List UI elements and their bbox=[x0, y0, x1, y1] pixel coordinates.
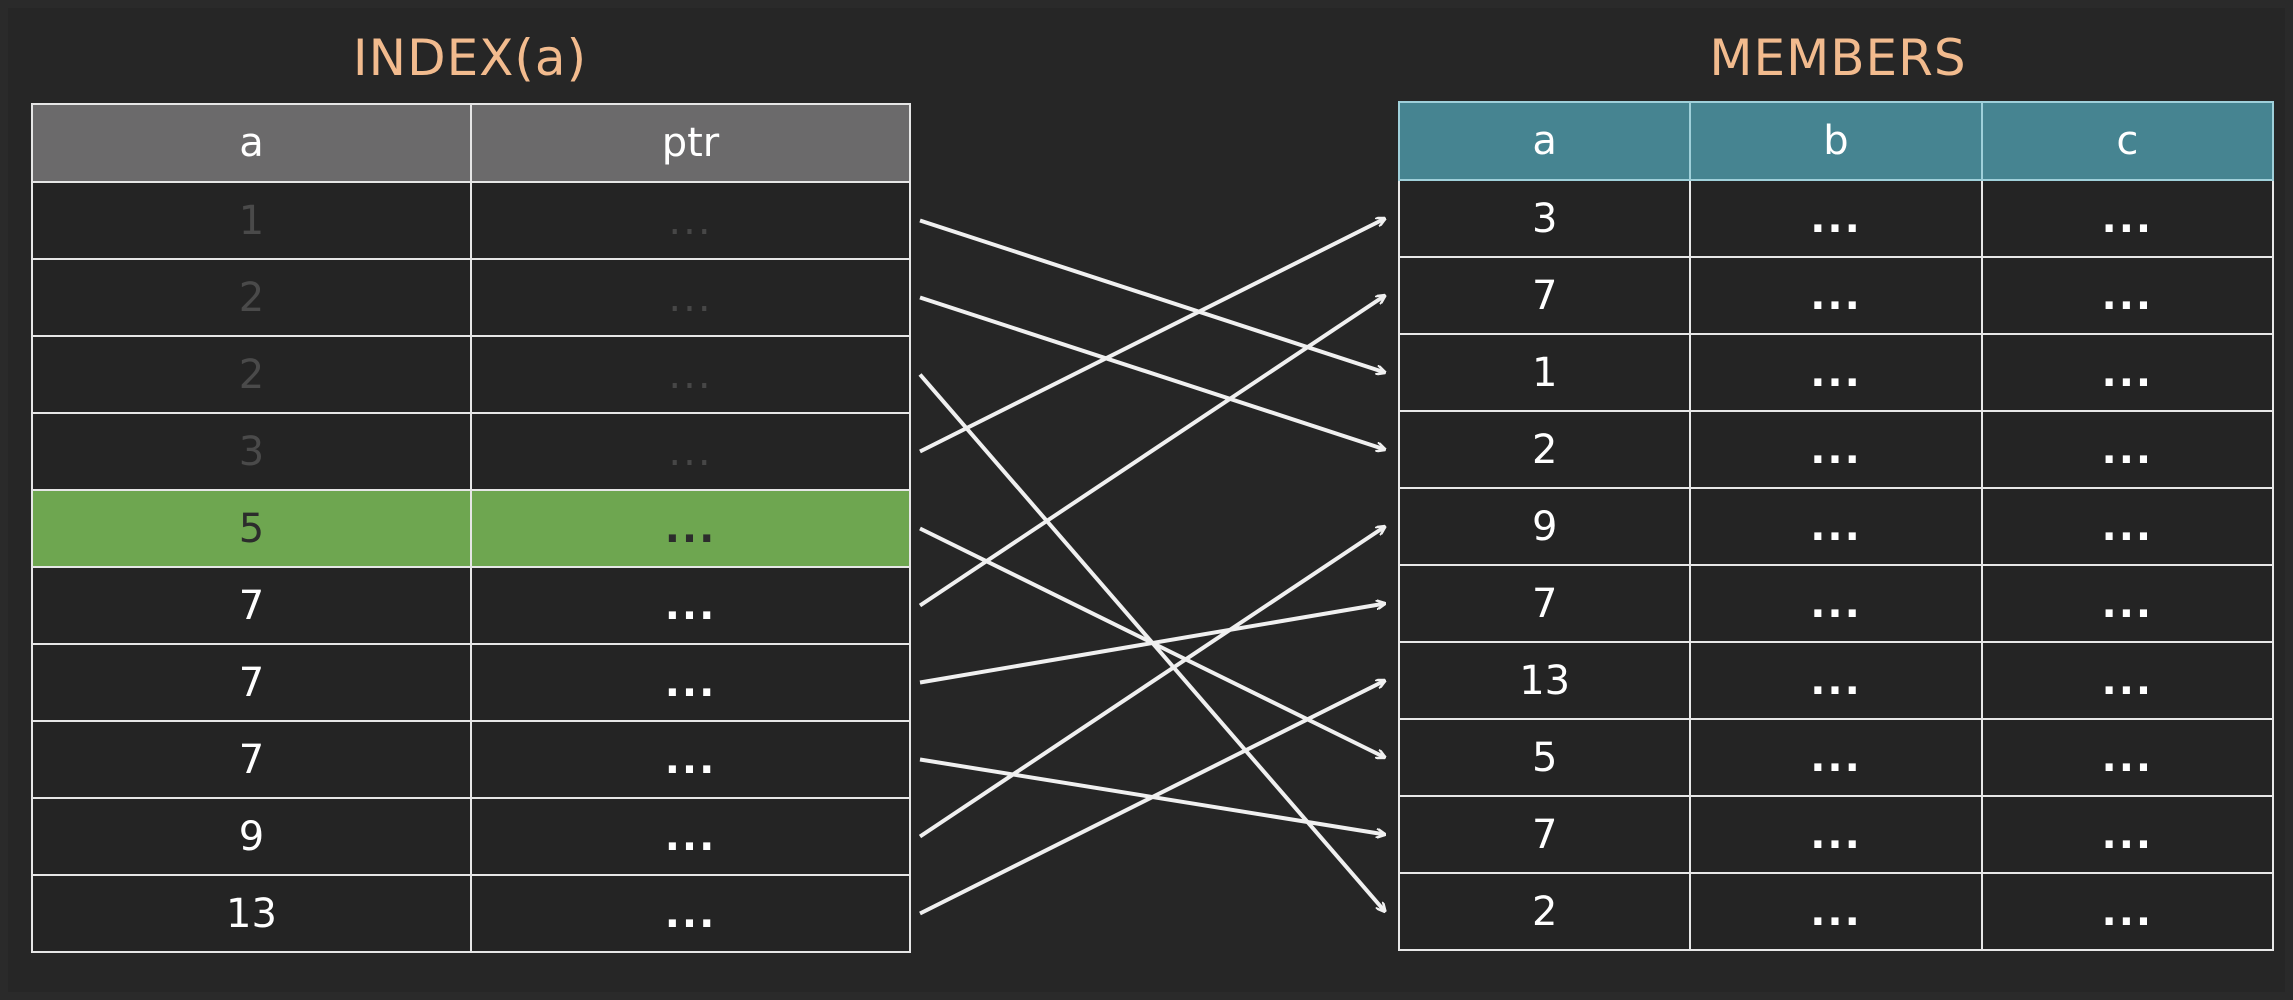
members-row: 1...... bbox=[1397, 333, 2275, 412]
members-cell-a: 2 bbox=[1397, 410, 1692, 489]
index-row: 7... bbox=[31, 643, 911, 722]
members-header-a: a bbox=[1397, 101, 1692, 181]
members-row: 5...... bbox=[1397, 718, 2275, 797]
members-cell-c: ... bbox=[1980, 256, 2275, 335]
members-cell-c: ... bbox=[1980, 410, 2275, 489]
members-row: 3...... bbox=[1397, 179, 2275, 258]
index-cell-ptr: ... bbox=[470, 720, 911, 799]
members-cell-c: ... bbox=[1980, 795, 2275, 874]
members-cell-a: 5 bbox=[1397, 718, 1692, 797]
index-header-row: a ptr bbox=[31, 103, 911, 183]
members-cell-a: 7 bbox=[1397, 564, 1692, 643]
index-cell-a: 5 bbox=[31, 489, 472, 568]
index-cell-ptr: ... bbox=[470, 874, 911, 953]
index-cell-a: 3 bbox=[31, 412, 472, 491]
index-table: a ptr 1... 2... 2... 3... 5... 7... 7... 7... 9.… bbox=[31, 103, 911, 953]
members-title: MEMBERS bbox=[1709, 29, 1967, 87]
index-row: 13... bbox=[31, 874, 911, 953]
members-cell-b: ... bbox=[1689, 564, 1983, 643]
index-cell-a: 7 bbox=[31, 643, 472, 722]
index-cell-a: 1 bbox=[31, 181, 472, 260]
index-header-ptr: ptr bbox=[470, 103, 911, 183]
index-cell-a: 2 bbox=[31, 335, 472, 414]
index-cell-ptr: ... bbox=[470, 258, 911, 337]
members-cell-b: ... bbox=[1689, 718, 1983, 797]
members-row: 7...... bbox=[1397, 564, 2275, 643]
members-cell-b: ... bbox=[1689, 641, 1983, 720]
index-row: 2... bbox=[31, 258, 911, 337]
index-row: 2... bbox=[31, 335, 911, 414]
index-header-a: a bbox=[31, 103, 472, 183]
members-cell-c: ... bbox=[1980, 487, 2275, 566]
index-row: 3... bbox=[31, 412, 911, 491]
members-cell-b: ... bbox=[1689, 256, 1983, 335]
members-row: 9...... bbox=[1397, 487, 2275, 566]
index-row: 7... bbox=[31, 720, 911, 799]
index-cell-ptr: ... bbox=[470, 643, 911, 722]
index-cell-a: 13 bbox=[31, 874, 472, 953]
index-cell-ptr: ... bbox=[470, 412, 911, 491]
members-cell-a: 9 bbox=[1397, 487, 1692, 566]
members-row: 7...... bbox=[1397, 256, 2275, 335]
members-cell-c: ... bbox=[1980, 718, 2275, 797]
index-cell-ptr: ... bbox=[470, 797, 911, 876]
members-cell-b: ... bbox=[1689, 410, 1983, 489]
index-row: 7... bbox=[31, 566, 911, 645]
members-row: 7...... bbox=[1397, 795, 2275, 874]
members-cell-a: 2 bbox=[1397, 872, 1692, 951]
members-cell-b: ... bbox=[1689, 872, 1983, 951]
index-cell-ptr: ... bbox=[470, 489, 911, 568]
index-cell-a: 2 bbox=[31, 258, 472, 337]
members-cell-c: ... bbox=[1980, 179, 2275, 258]
members-cell-c: ... bbox=[1980, 564, 2275, 643]
members-header-row: a b c bbox=[1397, 101, 2275, 181]
index-cell-ptr: ... bbox=[470, 335, 911, 414]
members-cell-a: 7 bbox=[1397, 256, 1692, 335]
members-header-b: b bbox=[1689, 101, 1983, 181]
index-cell-a: 7 bbox=[31, 720, 472, 799]
index-row: 1... bbox=[31, 181, 911, 260]
index-cell-ptr: ... bbox=[470, 566, 911, 645]
members-cell-c: ... bbox=[1980, 333, 2275, 412]
members-cell-c: ... bbox=[1980, 641, 2275, 720]
members-row: 2...... bbox=[1397, 410, 2275, 489]
members-cell-b: ... bbox=[1689, 333, 1983, 412]
index-title: INDEX(a) bbox=[352, 29, 588, 87]
index-cell-a: 9 bbox=[31, 797, 472, 876]
index-row: 5... bbox=[31, 489, 911, 568]
members-cell-a: 3 bbox=[1397, 179, 1692, 258]
members-cell-c: ... bbox=[1980, 872, 2275, 951]
members-cell-a: 13 bbox=[1397, 641, 1692, 720]
members-row: 2...... bbox=[1397, 872, 2275, 951]
index-cell-ptr: ... bbox=[470, 181, 911, 260]
members-cell-b: ... bbox=[1689, 795, 1983, 874]
members-cell-a: 1 bbox=[1397, 333, 1692, 412]
members-cell-b: ... bbox=[1689, 487, 1983, 566]
members-row: 13...... bbox=[1397, 641, 2275, 720]
members-header-c: c bbox=[1980, 101, 2275, 181]
members-table: a b c 3...... 7...... 1...... 2...... 9.....… bbox=[1397, 101, 2275, 951]
members-cell-b: ... bbox=[1689, 179, 1983, 258]
index-cell-a: 7 bbox=[31, 566, 472, 645]
members-cell-a: 7 bbox=[1397, 795, 1692, 874]
index-row: 9... bbox=[31, 797, 911, 876]
